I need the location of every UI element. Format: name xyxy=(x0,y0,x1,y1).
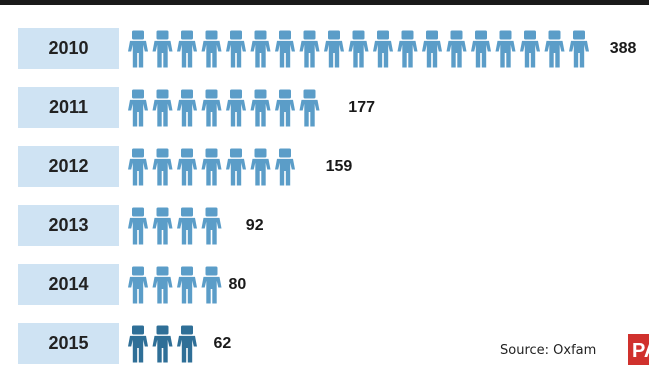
person-icon xyxy=(300,149,320,186)
person-icon xyxy=(544,30,565,68)
person-icon xyxy=(299,89,320,127)
icon-row-2012 xyxy=(128,148,320,186)
person-icon xyxy=(226,89,246,127)
person-icon xyxy=(299,30,320,68)
person-icon xyxy=(275,89,295,127)
person-icon xyxy=(226,208,246,245)
person-icon xyxy=(373,30,393,68)
icon-row-2014 xyxy=(128,266,222,304)
person-icon xyxy=(324,30,344,68)
person-icon xyxy=(201,207,222,245)
person-icon xyxy=(152,148,173,186)
person-icon xyxy=(201,89,222,127)
person-icon xyxy=(128,207,148,245)
person-icon xyxy=(128,325,148,363)
value-label: 62 xyxy=(213,335,232,352)
person-icon xyxy=(471,30,491,68)
icon-row-2013 xyxy=(128,207,246,245)
person-icon xyxy=(177,89,197,127)
person-icon xyxy=(128,89,148,127)
year-label: 2012 xyxy=(18,146,119,187)
value-label: 80 xyxy=(228,276,247,293)
brand-logo: PA xyxy=(628,334,649,365)
year-label: 2010 xyxy=(18,28,119,69)
top-rule xyxy=(0,0,649,5)
person-icon xyxy=(177,207,197,245)
person-icon xyxy=(275,30,295,68)
icon-row-2011 xyxy=(128,89,344,127)
person-icon xyxy=(128,30,148,68)
person-icon xyxy=(250,148,271,186)
person-icon xyxy=(152,266,173,304)
person-icon xyxy=(226,30,246,68)
icon-row-2015 xyxy=(128,325,197,363)
person-icon xyxy=(152,30,173,68)
person-icon xyxy=(177,266,197,304)
year-label: 2015 xyxy=(18,323,119,364)
person-icon xyxy=(152,89,173,127)
icon-row-2010 xyxy=(128,30,589,68)
value-label: 92 xyxy=(245,217,264,234)
value-label: 388 xyxy=(609,40,637,57)
year-label: 2013 xyxy=(18,205,119,246)
person-icon xyxy=(177,30,197,68)
person-icon xyxy=(250,30,271,68)
source-note: Source: Oxfam xyxy=(500,343,597,358)
person-icon xyxy=(520,30,540,68)
value-label: 159 xyxy=(325,158,353,175)
person-icon xyxy=(250,89,271,127)
person-icon xyxy=(226,148,246,186)
person-icon xyxy=(177,325,197,363)
person-icon xyxy=(422,30,442,68)
person-icon xyxy=(446,30,467,68)
person-icon xyxy=(569,30,589,68)
person-icon xyxy=(128,266,148,304)
value-label: 177 xyxy=(348,99,375,116)
person-icon xyxy=(128,148,148,186)
person-icon xyxy=(152,207,173,245)
person-icon xyxy=(324,90,344,127)
year-label: 2011 xyxy=(18,87,119,128)
person-icon xyxy=(201,148,222,186)
person-icon xyxy=(177,148,197,186)
person-icon xyxy=(348,30,369,68)
year-label: 2014 xyxy=(18,264,119,305)
person-icon xyxy=(201,30,222,68)
person-icon xyxy=(397,30,418,68)
person-icon xyxy=(275,148,295,186)
person-icon xyxy=(152,325,173,363)
person-icon xyxy=(495,30,516,68)
person-icon xyxy=(201,266,222,304)
